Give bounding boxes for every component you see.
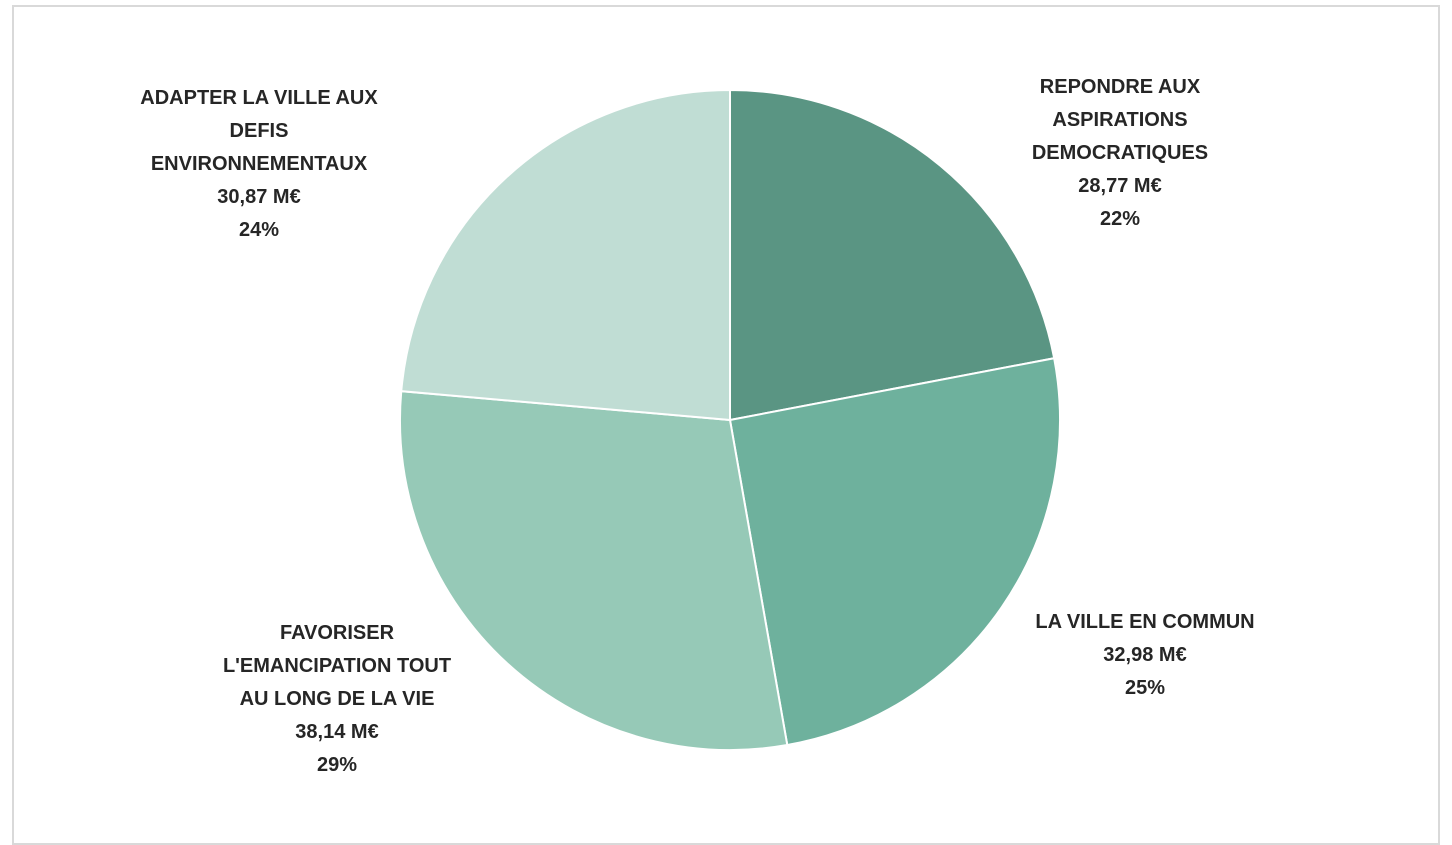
slice-category-label: DEFIS xyxy=(230,120,289,142)
slice-value-label: 28,77 M€ xyxy=(1078,175,1161,197)
slice-category-label: FAVORISER xyxy=(280,622,395,644)
slice-category-label: LA VILLE EN COMMUN xyxy=(1035,611,1254,633)
slice-value-label: 38,14 M€ xyxy=(295,721,378,743)
pie-slices xyxy=(399,88,1061,751)
pie-slice-3 xyxy=(399,390,789,751)
slice-label-4: ADAPTER LA VILLE AUX DEFIS ENVIRONNEMENTAU… xyxy=(140,87,378,241)
slice-category-label: DEMOCRATIQUES xyxy=(1032,142,1208,164)
slice-label-1: REPONDRE AUX ASPIRATIONS DEMOCRATIQUES 28,7… xyxy=(1032,76,1208,230)
slice-category-label: ADAPTER LA VILLE AUX xyxy=(140,87,378,109)
slice-percent-label: 25% xyxy=(1125,677,1165,699)
slice-percent-label: 22% xyxy=(1100,208,1140,230)
slice-percent-label: 29% xyxy=(317,754,357,776)
pie-labels: REPONDRE AUX ASPIRATIONS DEMOCRATIQUES 28,7… xyxy=(140,76,1254,776)
slice-percent-label: 24% xyxy=(239,219,279,241)
slice-category-label: ENVIRONNEMENTAUX xyxy=(151,153,368,175)
slice-category-label: REPONDRE AUX xyxy=(1040,76,1201,98)
pie-slice-1 xyxy=(729,88,1056,422)
pie-slice-4 xyxy=(400,88,731,422)
slice-label-3: FAVORISER L'EMANCIPATION TOUT AU LONG DE L… xyxy=(223,622,451,776)
slice-value-label: 32,98 M€ xyxy=(1103,644,1186,666)
slice-category-label: ASPIRATIONS xyxy=(1052,109,1187,131)
slice-category-label: AU LONG DE LA VIE xyxy=(240,688,435,710)
slice-value-label: 30,87 M€ xyxy=(217,186,300,208)
pie-slice-2 xyxy=(728,357,1061,747)
slice-label-2: LA VILLE EN COMMUN 32,98 M€ 25% xyxy=(1035,611,1254,699)
slice-category-label: L'EMANCIPATION TOUT xyxy=(223,655,451,677)
